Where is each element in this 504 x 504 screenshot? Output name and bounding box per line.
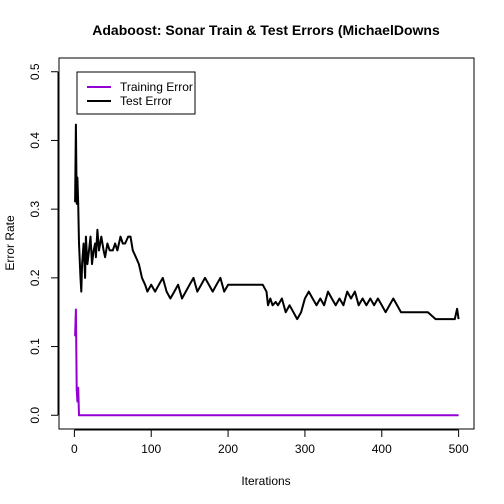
x-tick-label: 0	[71, 442, 78, 456]
x-tick-label: 300	[295, 442, 315, 456]
x-tick-label: 400	[372, 442, 392, 456]
y-tick-label: 0.2	[28, 269, 42, 286]
legend-label-test-error: Test Error	[120, 94, 172, 108]
legend-label-training-error: Training Error	[120, 80, 193, 94]
y-axis: 0.0 0.1 0.2 0.3 0.4 0.5	[28, 63, 59, 424]
x-tick-label: 100	[141, 442, 161, 456]
legend-box	[76, 71, 196, 115]
y-tick-label: 0.1	[28, 338, 42, 355]
series-line-training-error	[74, 308, 459, 417]
series-line-test-error	[74, 123, 460, 321]
y-axis-label: Error Rate	[3, 215, 17, 271]
y-tick-label: 0.4	[28, 132, 42, 149]
y-tick-label: 0.5	[28, 63, 42, 80]
x-axis-label: Iterations	[241, 474, 290, 488]
y-tick-label: 0.3	[28, 200, 42, 217]
x-tick-label: 200	[218, 442, 238, 456]
y-tick-label: 0.0	[28, 407, 42, 424]
series-layer	[74, 123, 460, 417]
chart-title: Adaboost: Sonar Train & Test Errors (Mic…	[92, 22, 440, 38]
x-tick-label: 500	[449, 442, 469, 456]
legend: Training Error Test Error	[76, 71, 196, 115]
x-axis: 0 100 200 300 400 500	[71, 429, 469, 456]
plot-frame	[58, 57, 475, 430]
